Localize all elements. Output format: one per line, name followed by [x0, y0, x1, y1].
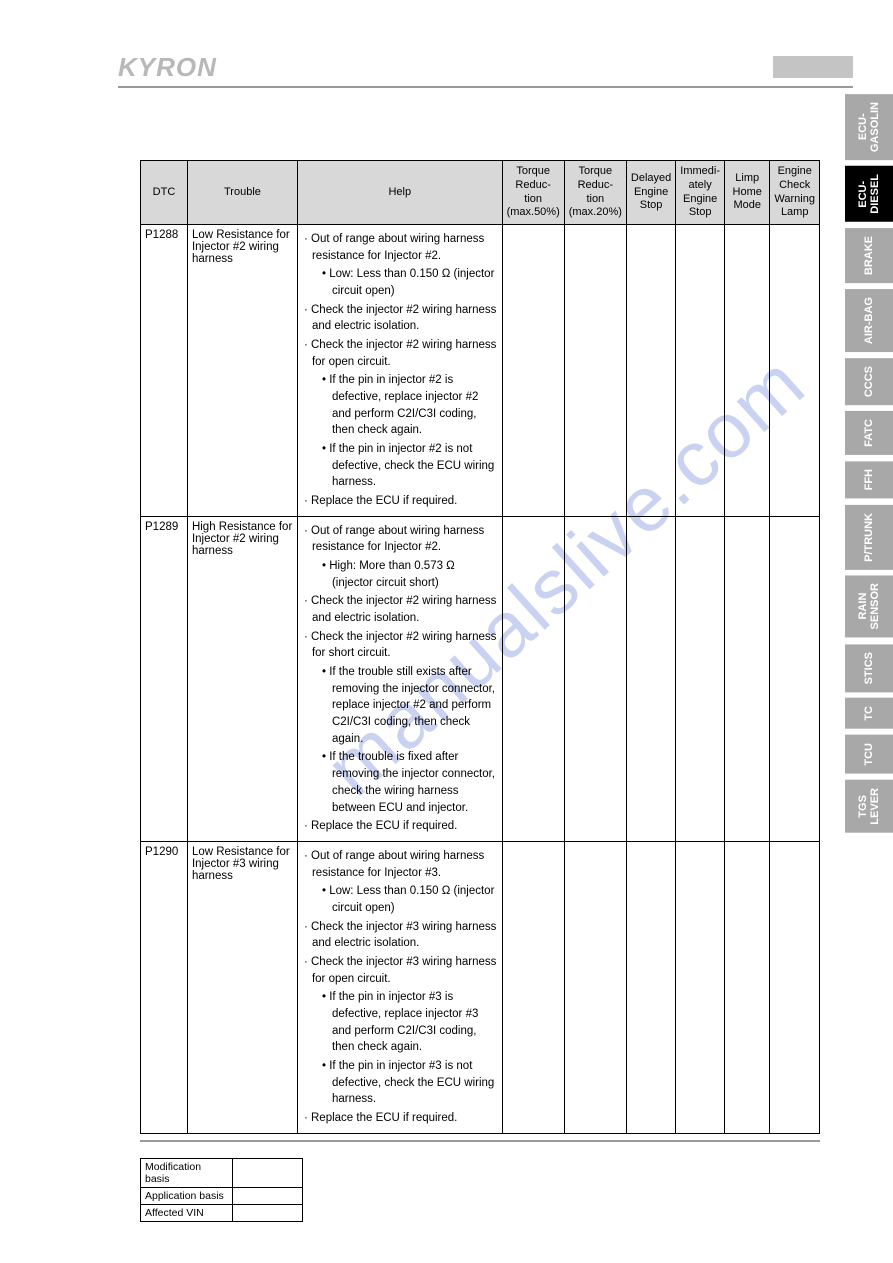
- help-line: · Check the injector #2 wiring harness a…: [302, 302, 498, 335]
- table-row: P1288 Low Resistance for Injector #2 wir…: [141, 225, 820, 517]
- footer-value: [233, 1159, 303, 1188]
- help-line: · Check the injector #3 wiring harness f…: [302, 954, 498, 987]
- cell-torque20: [564, 841, 626, 1133]
- cell-limp-home: [725, 841, 770, 1133]
- header-rule: [118, 86, 853, 88]
- cell-dtc: P1289: [141, 516, 188, 841]
- help-line: · Replace the ECU if required.: [302, 818, 498, 835]
- tab-tgs-lever[interactable]: TGS LEVER: [845, 780, 893, 833]
- table-row: P1289 High Resistance for Injector #2 wi…: [141, 516, 820, 841]
- footer-info-table: Modification basis Application basis Aff…: [140, 1158, 303, 1222]
- tab-ecu-diesel[interactable]: ECU- DIESEL: [845, 166, 893, 222]
- footer-label-application: Application basis: [141, 1188, 233, 1205]
- footer-row: Application basis: [141, 1188, 303, 1205]
- cell-help: · Out of range about wiring harness resi…: [297, 516, 502, 841]
- tab-tc[interactable]: TC: [845, 698, 893, 729]
- cell-immediate-stop: [676, 516, 725, 841]
- footer-rule: [140, 1140, 820, 1142]
- cell-check-lamp: [770, 841, 820, 1133]
- help-line: • If the trouble is fixed after removing…: [320, 749, 498, 816]
- tab-ptrunk[interactable]: P/TRUNK: [845, 505, 893, 570]
- help-line: • High: More than 0.573 Ω (injector circ…: [320, 558, 498, 591]
- tab-rain-sensor[interactable]: RAIN SENSOR: [845, 575, 893, 637]
- help-line: • Low: Less than 0.150 Ω (injector circu…: [320, 883, 498, 916]
- help-line: · Check the injector #3 wiring harness a…: [302, 919, 498, 952]
- help-line: • If the trouble still exists after remo…: [320, 664, 498, 747]
- table-header-row: DTC Trouble Help Torque Reduc-tion (max.…: [141, 161, 820, 225]
- cell-trouble: Low Resistance for Injector #3 wiring ha…: [187, 841, 297, 1133]
- footer-value: [233, 1188, 303, 1205]
- help-line: · Out of range about wiring harness resi…: [302, 523, 498, 556]
- col-header-dtc: DTC: [141, 161, 188, 225]
- tab-brake[interactable]: BRAKE: [845, 228, 893, 283]
- help-line: · Check the injector #2 wiring harness f…: [302, 337, 498, 370]
- cell-limp-home: [725, 516, 770, 841]
- cell-torque20: [564, 225, 626, 517]
- cell-torque50: [502, 225, 564, 517]
- cell-check-lamp: [770, 516, 820, 841]
- cell-delayed-stop: [626, 841, 675, 1133]
- cell-torque20: [564, 516, 626, 841]
- cell-trouble: Low Resistance for Injector #2 wiring ha…: [187, 225, 297, 517]
- cell-trouble: High Resistance for Injector #2 wiring h…: [187, 516, 297, 841]
- dtc-table: DTC Trouble Help Torque Reduc-tion (max.…: [140, 160, 820, 1134]
- help-line: · Out of range about wiring harness resi…: [302, 231, 498, 264]
- side-tab-strip: ECU- GASOLIN ECU- DIESEL BRAKE AIR-BAG C…: [845, 94, 893, 832]
- help-line: • If the pin in injector #2 is not defec…: [320, 441, 498, 491]
- footer-row: Modification basis: [141, 1159, 303, 1188]
- footer-label-modification: Modification basis: [141, 1159, 233, 1188]
- footer-value: [233, 1205, 303, 1222]
- col-header-limp-home: Limp Home Mode: [725, 161, 770, 225]
- help-line: · Replace the ECU if required.: [302, 1110, 498, 1127]
- footer-label-vin: Affected VIN: [141, 1205, 233, 1222]
- cell-dtc: P1290: [141, 841, 188, 1133]
- cell-immediate-stop: [676, 841, 725, 1133]
- cell-torque50: [502, 841, 564, 1133]
- header-placeholder-box: [773, 56, 853, 78]
- cell-delayed-stop: [626, 225, 675, 517]
- tab-ffh[interactable]: FFH: [845, 461, 893, 498]
- cell-delayed-stop: [626, 516, 675, 841]
- cell-help: · Out of range about wiring harness resi…: [297, 225, 502, 517]
- help-line: • Low: Less than 0.150 Ω (injector circu…: [320, 266, 498, 299]
- help-line: · Check the injector #2 wiring harness a…: [302, 593, 498, 626]
- cell-immediate-stop: [676, 225, 725, 517]
- tab-cccs[interactable]: CCCS: [845, 358, 893, 405]
- page-header: KYRON: [118, 50, 853, 84]
- tab-ecu-gasolin[interactable]: ECU- GASOLIN: [845, 94, 893, 160]
- help-line: • If the pin in injector #3 is defective…: [320, 989, 498, 1056]
- tab-stics[interactable]: STICS: [845, 644, 893, 692]
- help-line: · Replace the ECU if required.: [302, 493, 498, 510]
- col-header-torque50: Torque Reduc-tion (max.50%): [502, 161, 564, 225]
- tab-tcu[interactable]: TCU: [845, 735, 893, 774]
- col-header-delayed-stop: Delayed Engine Stop: [626, 161, 675, 225]
- footer-row: Affected VIN: [141, 1205, 303, 1222]
- cell-check-lamp: [770, 225, 820, 517]
- brand-logo: KYRON: [118, 52, 217, 83]
- cell-dtc: P1288: [141, 225, 188, 517]
- col-header-immediate-stop: Immedi-ately Engine Stop: [676, 161, 725, 225]
- col-header-check-lamp: Engine Check Warning Lamp: [770, 161, 820, 225]
- tab-air-bag[interactable]: AIR-BAG: [845, 289, 893, 352]
- help-line: • If the pin in injector #2 is defective…: [320, 372, 498, 439]
- cell-torque50: [502, 516, 564, 841]
- tab-fatc[interactable]: FATC: [845, 411, 893, 455]
- table-row: P1290 Low Resistance for Injector #3 wir…: [141, 841, 820, 1133]
- col-header-trouble: Trouble: [187, 161, 297, 225]
- col-header-torque20: Torque Reduc-tion (max.20%): [564, 161, 626, 225]
- cell-limp-home: [725, 225, 770, 517]
- help-line: • If the pin in injector #3 is not defec…: [320, 1058, 498, 1108]
- help-line: · Check the injector #2 wiring harness f…: [302, 629, 498, 662]
- col-header-help: Help: [297, 161, 502, 225]
- cell-help: · Out of range about wiring harness resi…: [297, 841, 502, 1133]
- help-line: · Out of range about wiring harness resi…: [302, 848, 498, 881]
